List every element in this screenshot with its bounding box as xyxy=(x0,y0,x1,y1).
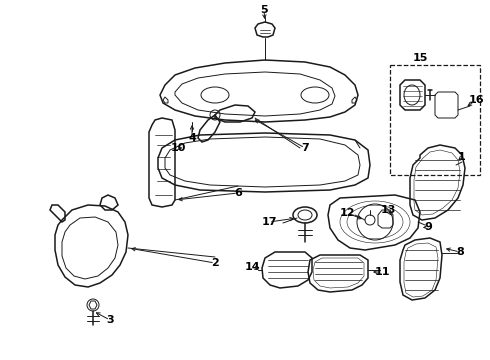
Text: 15: 15 xyxy=(412,53,428,63)
Bar xyxy=(390,65,480,175)
Text: 3: 3 xyxy=(106,315,114,325)
Text: 12: 12 xyxy=(339,208,355,218)
Text: 7: 7 xyxy=(301,143,309,153)
Text: 5: 5 xyxy=(260,5,268,15)
Text: 2: 2 xyxy=(211,258,219,268)
Text: 14: 14 xyxy=(244,262,260,272)
Text: 13: 13 xyxy=(380,205,396,215)
Text: 17: 17 xyxy=(261,217,277,227)
Text: 8: 8 xyxy=(456,247,464,257)
Text: 10: 10 xyxy=(171,143,186,153)
Text: 1: 1 xyxy=(458,152,466,162)
Text: 16: 16 xyxy=(468,95,484,105)
Text: 9: 9 xyxy=(424,222,432,232)
Text: 11: 11 xyxy=(374,267,390,277)
Text: 4: 4 xyxy=(188,133,196,143)
Text: 6: 6 xyxy=(234,188,242,198)
